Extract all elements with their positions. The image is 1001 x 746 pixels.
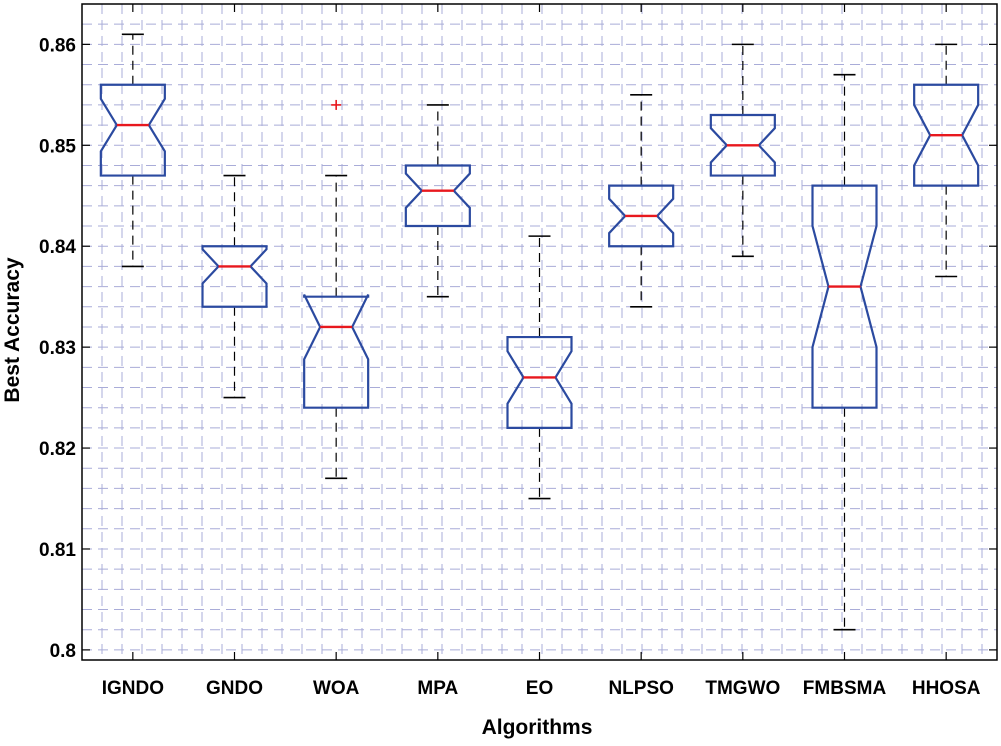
x-tick-label: TMGWO bbox=[705, 678, 780, 699]
notched-box bbox=[404, 164, 471, 228]
x-tick-label: IGNDO bbox=[102, 678, 164, 699]
box-eo bbox=[506, 235, 573, 500]
box-gndo bbox=[201, 174, 268, 399]
boxes bbox=[99, 33, 980, 631]
x-tick-label: NLPSO bbox=[608, 678, 673, 699]
y-tick-label: 0.81 bbox=[39, 540, 76, 561]
notched-box bbox=[303, 294, 370, 409]
tick-labels: 0.8 0.81 0.82 0.83 0.84 0.85 0.86 IGNDO GNDO WOA M… bbox=[39, 35, 981, 699]
notched-box bbox=[99, 83, 166, 177]
notched-box bbox=[913, 83, 980, 187]
notched-box bbox=[608, 184, 675, 248]
box-woa bbox=[303, 99, 370, 480]
axis-ticks bbox=[82, 4, 997, 660]
y-tick-label: 0.82 bbox=[39, 439, 76, 460]
notched-box bbox=[201, 245, 268, 308]
box-nlpso bbox=[608, 94, 675, 308]
x-tick-label: HHOSA bbox=[912, 678, 981, 699]
x-tick-label: EO bbox=[526, 678, 553, 699]
box-igndo bbox=[99, 33, 166, 268]
y-tick-label: 0.83 bbox=[39, 338, 76, 359]
box-tmgwo bbox=[709, 43, 776, 258]
x-tick-label: MPA bbox=[417, 678, 458, 699]
box-hhosa bbox=[913, 43, 980, 278]
box-fmbsma bbox=[811, 73, 878, 631]
notched-box bbox=[506, 335, 573, 429]
y-tick-label: 0.86 bbox=[39, 35, 76, 56]
notched-box bbox=[709, 113, 776, 177]
x-tick-label: GNDO bbox=[206, 678, 263, 699]
y-tick-label: 0.8 bbox=[50, 641, 76, 662]
y-axis-title: Best Accuracy bbox=[1, 257, 24, 402]
box-mpa bbox=[404, 104, 471, 298]
x-axis-title: Algorithms bbox=[482, 716, 593, 739]
y-tick-label: 0.85 bbox=[39, 136, 76, 157]
x-tick-label: WOA bbox=[313, 678, 360, 699]
y-tick-label: 0.84 bbox=[39, 237, 76, 258]
x-tick-label: FMBSMA bbox=[803, 678, 887, 699]
notched-box bbox=[811, 184, 878, 409]
